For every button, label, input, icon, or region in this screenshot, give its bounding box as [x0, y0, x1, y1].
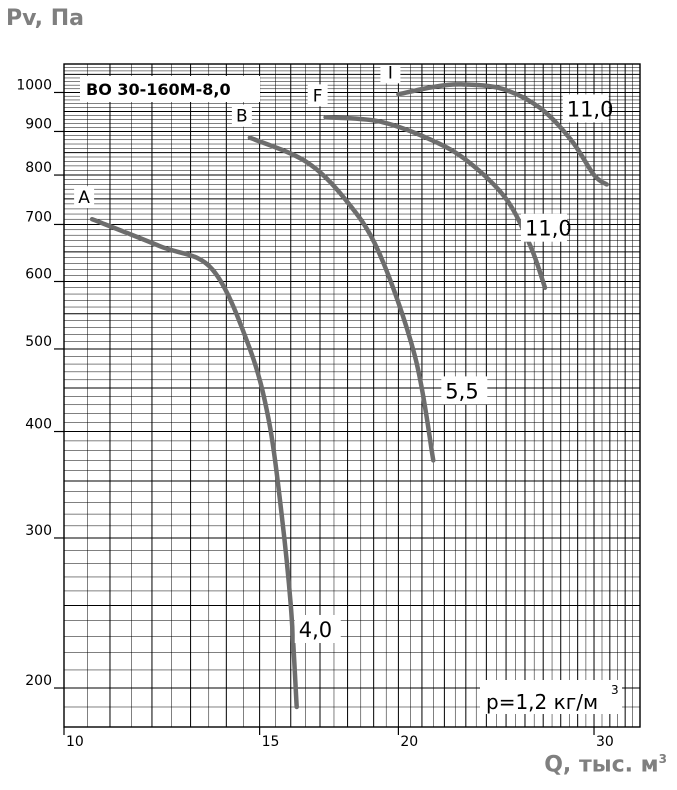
- density-label: p=1,2 кг/м 3: [480, 680, 622, 714]
- y-tick-label: 400: [25, 417, 52, 433]
- density-label-bg: [480, 680, 622, 714]
- chart-grid: [64, 64, 640, 727]
- model-label-bg: [80, 76, 260, 102]
- power-label-bg: [520, 213, 567, 242]
- x-axis-title-sup: 3: [658, 752, 667, 766]
- curve-label-I: I: [388, 63, 393, 83]
- y-tick-label: 1000: [16, 77, 52, 93]
- x-tick-label: 10: [66, 734, 84, 750]
- y-tick-label: 600: [25, 266, 52, 282]
- x-tick-label: 20: [400, 734, 418, 750]
- x-tick-label: 30: [596, 734, 614, 750]
- x-axis-title-text: Q, тыс. м: [544, 752, 659, 778]
- y-tick-label: 500: [25, 334, 52, 350]
- model-label-text: ВО 30-160М-8,0: [86, 80, 231, 99]
- density-label-text: p=1,2 кг/м: [486, 690, 598, 714]
- chart-labels: A 4,0 B 5,5 F 11,0 I 11,0: [74, 61, 613, 643]
- y-tick-label: 800: [25, 160, 52, 176]
- curve-label-bg: [74, 186, 95, 209]
- y-tick-label: 300: [25, 523, 52, 539]
- curve-label-A: A: [78, 188, 90, 208]
- power-label-I: 11,0: [567, 97, 614, 121]
- curve-label-B: B: [236, 107, 248, 127]
- power-label-bg: [562, 94, 609, 123]
- chart-ticks: 200 300 400 500 600 700 800 900 1000 10 15 20 30: [16, 77, 613, 750]
- x-tick-label: 15: [262, 734, 280, 750]
- curve-I: [396, 82, 609, 187]
- curve-label-bg: [231, 104, 252, 127]
- y-tick-label: 700: [25, 209, 52, 225]
- power-label-A: 4,0: [299, 618, 332, 642]
- curve-label-bg: [307, 84, 328, 107]
- power-label-bg: [294, 614, 341, 643]
- plot-frame: [63, 63, 641, 728]
- curve-F: [323, 115, 548, 290]
- y-tick-label: 900: [25, 116, 52, 132]
- curve-A: [89, 216, 299, 710]
- curve-B: [247, 135, 436, 463]
- y-axis-title: Pv, Па: [6, 6, 84, 31]
- y-tick-label: 200: [25, 673, 52, 689]
- power-label-F: 11,0: [525, 217, 572, 241]
- power-label-B: 5,5: [445, 379, 478, 403]
- chart-curves: [89, 82, 609, 710]
- x-axis-title: Q, тыс. м3: [544, 752, 667, 777]
- power-label-bg: [441, 376, 488, 405]
- curve-label-bg: [380, 61, 401, 84]
- curve-label-F: F: [313, 86, 323, 106]
- density-label-sup: 3: [611, 683, 619, 697]
- model-label: ВО 30-160М-8,0: [80, 76, 260, 102]
